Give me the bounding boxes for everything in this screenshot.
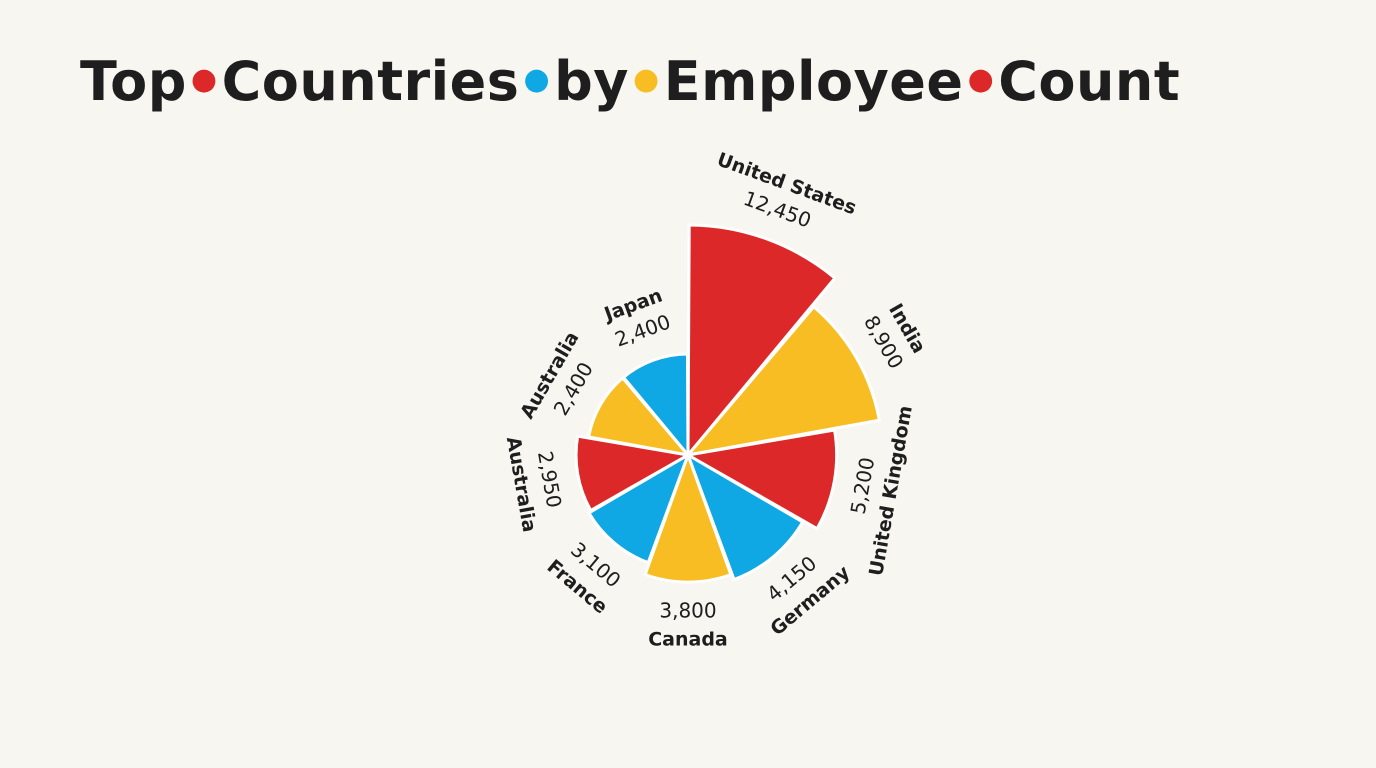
- slice-germany: [686, 453, 805, 582]
- slice-value-label: 5,200: [846, 455, 880, 516]
- slice-france: [587, 453, 690, 565]
- title-word: Top: [80, 50, 187, 113]
- title-separator-dot: ●: [523, 61, 551, 97]
- slice-united-states: [686, 223, 837, 457]
- title-separator-dot: ●: [190, 61, 218, 97]
- title-separator-dot: ●: [967, 61, 995, 97]
- title-word: Countries: [221, 50, 520, 113]
- chart-title: Top ●Countries ●by ●Employee ●Count: [80, 50, 1180, 113]
- slice-australia: [587, 376, 690, 457]
- slice-category-label: Canada: [648, 629, 728, 651]
- title-word: by: [554, 50, 629, 113]
- title-word: Employee: [663, 50, 964, 113]
- slice-india: [686, 305, 881, 457]
- slice-value-label: 3,800: [659, 599, 716, 623]
- slice-value-label: 2,950: [533, 449, 567, 510]
- slice-australia: [574, 434, 690, 512]
- title-word: Count: [998, 50, 1181, 113]
- title-separator-dot: ●: [633, 61, 660, 97]
- slice-canada: [643, 453, 733, 584]
- slice-japan: [622, 352, 690, 457]
- slice-united-kingdom: [686, 428, 839, 531]
- slice-category-label: Australia: [502, 435, 540, 534]
